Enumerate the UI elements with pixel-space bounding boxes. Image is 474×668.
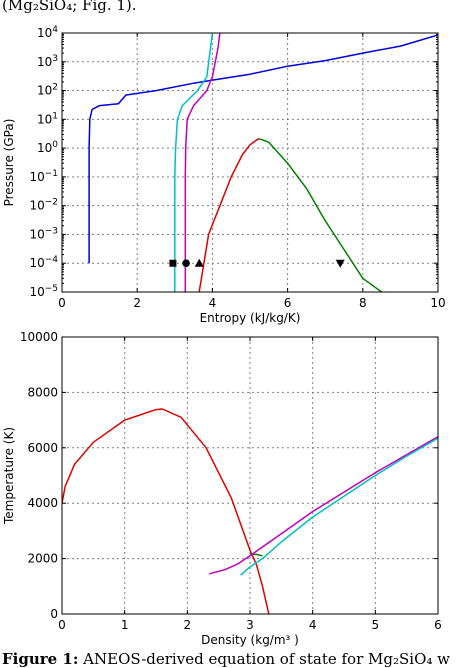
x-tick-label: 0 [58,296,66,310]
magenta-series-line [209,436,438,575]
y-tick-label: 103 [37,54,58,69]
y-tick-label: 102 [37,83,58,98]
red-series-line [62,408,270,614]
x-tick-label: 2 [133,296,141,310]
x-tick-label: 5 [372,618,380,632]
triangle-up-marker [194,258,204,267]
figure-caption: Figure 1: ANEOS-derived equation of stat… [2,650,450,668]
x-axis-label: Density (kg/m³ ) [201,633,299,647]
y-tick-label: 10000 [20,330,58,344]
x-tick-label: 1 [121,618,129,632]
plot-frame [61,336,439,615]
y-tick-label: 4000 [27,496,58,510]
y-tick-label: 100 [37,140,58,155]
x-tick-label: 0 [58,618,66,632]
green-series-line [259,138,383,292]
y-axis-label: Pressure (GPa) [2,119,16,207]
x-tick-label: 8 [359,296,367,310]
y-axis-label: Temperature (K) [2,427,16,525]
red-series-line [198,138,260,292]
x-tick-label: 4 [309,618,317,632]
density-temperature-plot: 0 1 2 3 4 5 6 0 2000 4000 6000 8000 10000 Density (kg… [2,330,442,647]
cyan-series-line [240,437,438,576]
square-marker [169,259,177,267]
y-tick-label: 2000 [27,552,58,566]
caption-text: ANEOS-derived equation of state for Mg₂S… [83,650,450,668]
x-tick-label: 6 [284,296,292,310]
x-axis-label: Entropy (kJ/kg/K) [200,311,301,325]
y-tick-label: 104 [37,25,58,40]
header-fragment: (Mg₂SiO₄; Fig. 1). [2,0,137,14]
y-tick-label: 10−1 [29,169,58,184]
y-tick-label: 10−2 [29,198,58,213]
y-tick-label: 0 [50,607,58,621]
magenta-series-line [184,33,221,292]
x-tick-label: 4 [209,296,217,310]
y-tick-label: 8000 [27,385,58,399]
plot-frame [61,32,439,293]
y-tick-label: 101 [37,111,58,126]
x-tick-label: 6 [434,618,442,632]
blue-series-line [88,34,438,264]
entropy-pressure-plot: 0 2 4 6 8 10 10−5 10−4 10−3 10−2 10−1 100 101 102 103 1… [2,25,446,325]
y-tick-label: 6000 [27,441,58,455]
x-tick-label: 10 [430,296,445,310]
y-tick-label: 10−3 [29,226,58,241]
circle-marker [182,259,190,268]
x-tick-label: 3 [246,618,254,632]
x-tick-label: 2 [184,618,192,632]
y-tick-label: 10−4 [29,255,58,270]
triangle-down-marker [335,259,345,268]
y-tick-label: 10−5 [29,284,58,299]
cyan-series-line [174,33,214,292]
caption-label: Figure 1: [2,650,79,668]
